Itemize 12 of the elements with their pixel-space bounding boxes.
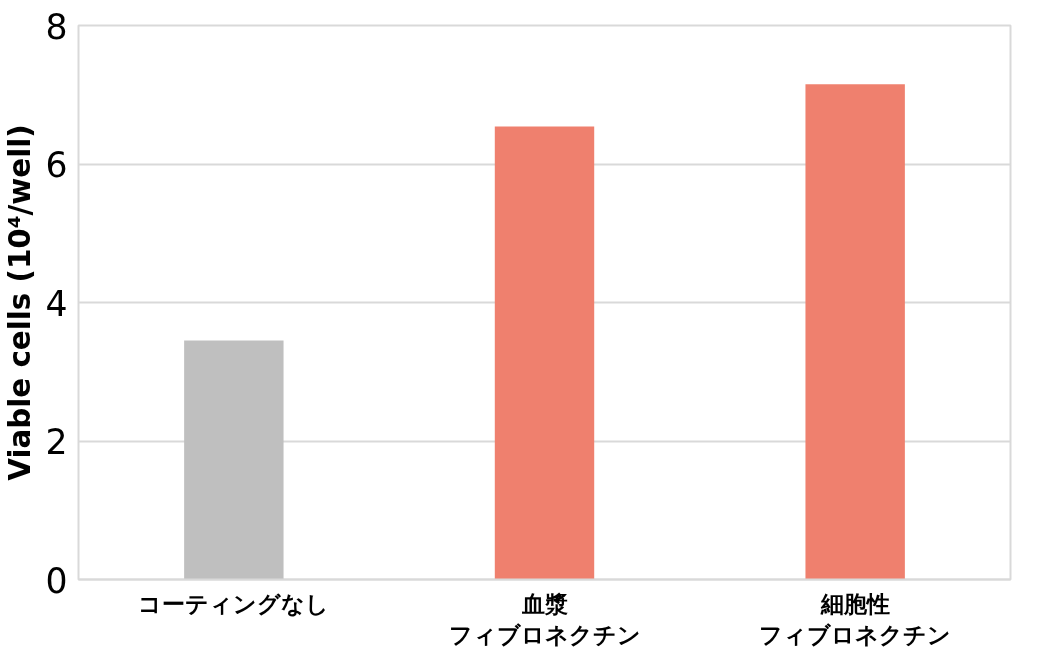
bar — [805, 84, 905, 580]
y-tick-label: 8 — [45, 6, 68, 47]
y-tick-label: 6 — [45, 145, 68, 185]
x-tick-label: 血漿フィブロネクチン — [448, 590, 641, 648]
bar — [184, 340, 284, 580]
y-tick-label: 2 — [45, 422, 68, 462]
y-tick-label: 4 — [45, 283, 68, 324]
x-tick-label: コーティングなし — [138, 590, 330, 617]
bar — [494, 126, 595, 580]
y-tick-label: 0 — [45, 560, 68, 601]
y-axis-title: Viable cells (10⁴/well) — [3, 124, 38, 481]
x-tick-label: 細胞性フィブロネクチン — [759, 590, 952, 648]
